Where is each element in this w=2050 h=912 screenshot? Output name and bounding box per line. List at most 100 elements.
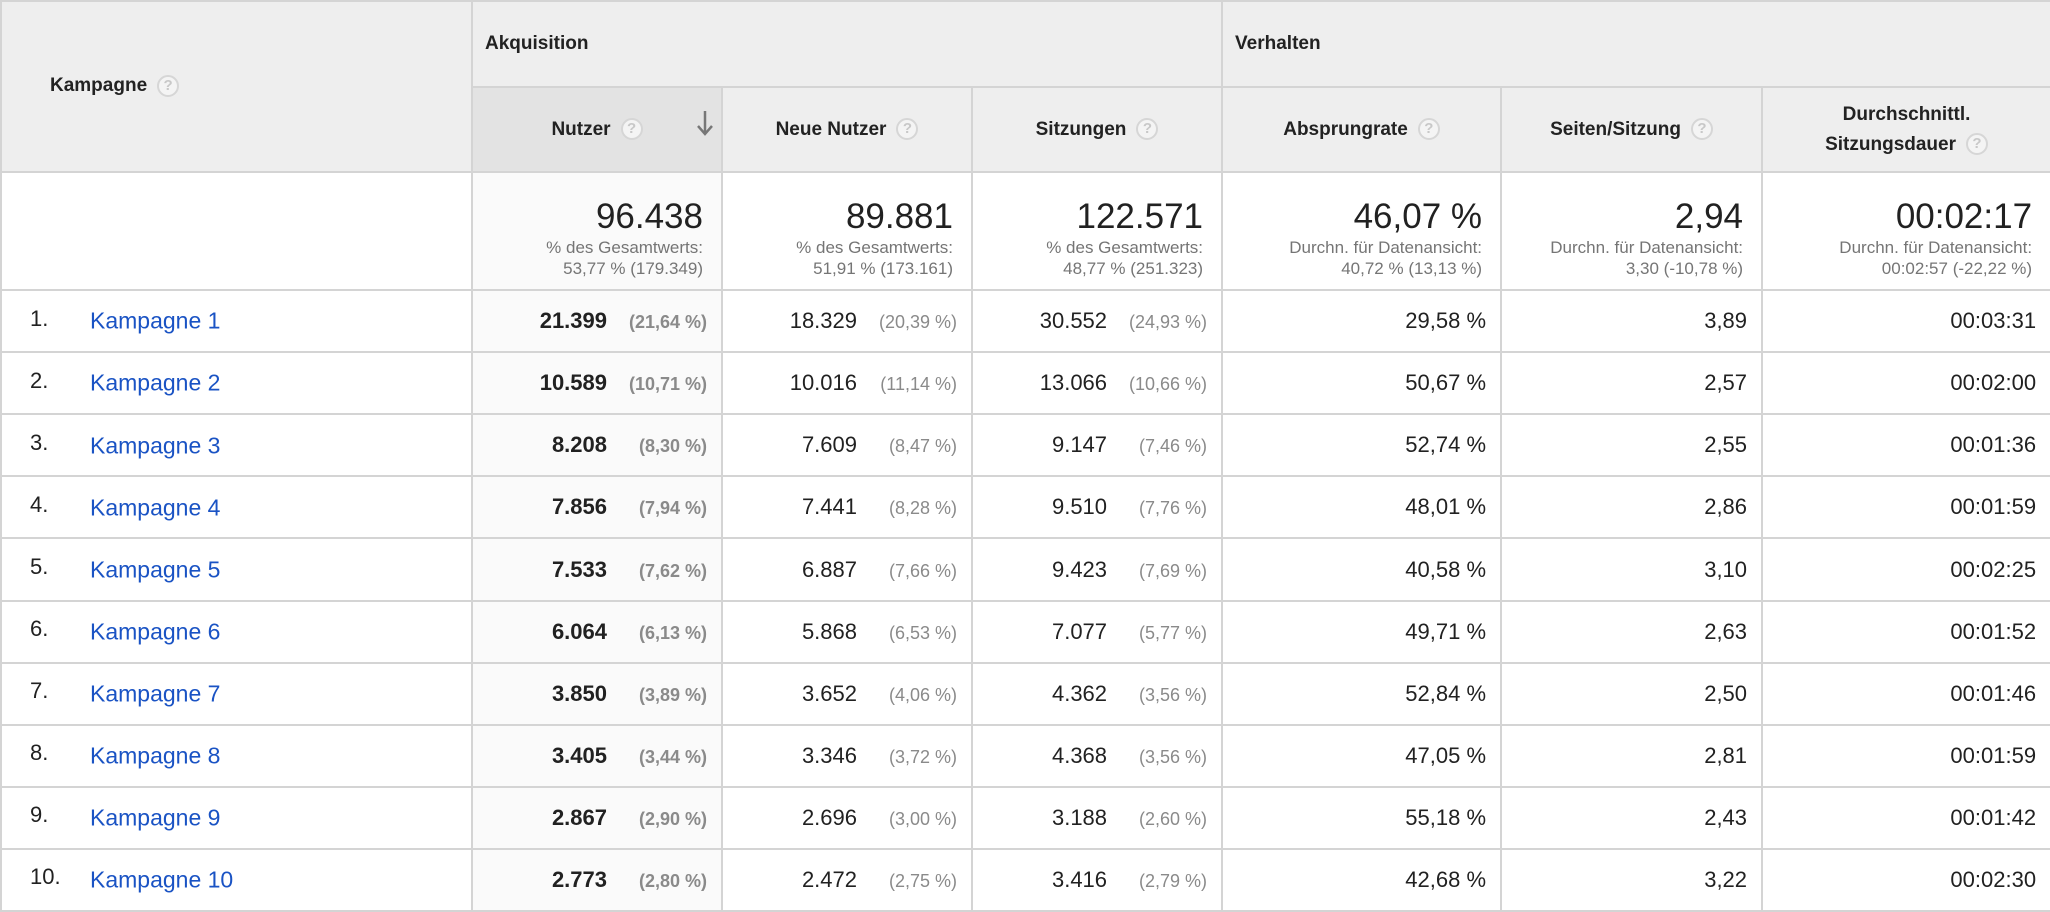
new-users-cell: 18.329 (20,39 %) <box>721 289 973 354</box>
new-users-percent: (6,53 %) <box>888 622 957 643</box>
users-percent: (7,94 %) <box>638 498 707 519</box>
users-cell: 6.064 (6,13 %) <box>471 599 723 664</box>
users-value: 3.850 <box>551 680 607 706</box>
help-icon[interactable]: ? <box>896 118 919 141</box>
column-header-bounce-rate[interactable]: Absprungrate? <box>1221 86 1503 173</box>
sessions-percent: (10,66 %) <box>1128 374 1208 395</box>
group-header-behavior: Verhalten <box>1221 0 2050 88</box>
campaign-cell: 7. Kampagne 7 <box>0 661 473 726</box>
sessions-value: 9.423 <box>1051 556 1108 582</box>
campaign-link[interactable]: Kampagne 3 <box>90 432 221 459</box>
sessions-value: 4.368 <box>1051 742 1108 768</box>
users-cell: 8.208 (8,30 %) <box>471 413 723 478</box>
row-index: 5. <box>30 553 49 579</box>
avg-session-duration-cell: 00:02:25 <box>1761 537 2050 602</box>
sessions-percent: (7,69 %) <box>1139 560 1208 581</box>
sessions-cell: 30.552 (24,93 %) <box>970 289 1224 354</box>
campaign-link[interactable]: Kampagne 2 <box>90 370 221 397</box>
sessions-percent: (5,77 %) <box>1139 622 1208 643</box>
avg-session-duration-cell: 00:01:46 <box>1761 661 2050 726</box>
avg-session-duration-cell: 00:01:59 <box>1761 475 2050 540</box>
users-cell: 3.850 (3,89 %) <box>471 661 723 726</box>
data-rows: 1. Kampagne 1 21.399 (21,64 %) 18.329 (20,3… <box>0 289 2050 912</box>
summary-caption: % des Gesamtwerts: <box>546 238 703 258</box>
users-percent: (10,71 %) <box>628 374 707 395</box>
new-users-header-label: Neue Nutzer <box>775 118 887 140</box>
users-value: 21.399 <box>539 308 607 334</box>
column-header-sessions[interactable]: Sitzungen? <box>970 86 1224 173</box>
new-users-value: 5.868 <box>801 618 857 644</box>
campaign-link[interactable]: Kampagne 9 <box>90 804 221 831</box>
column-header-avg-session-duration[interactable]: Durchschnittl. Sitzungsdauer? <box>1761 86 2050 173</box>
users-value: 2.867 <box>551 804 607 830</box>
users-header-label: Nutzer <box>551 118 611 140</box>
summary-sessions: 122.571 % des Gesamtwerts: 48,77 % (251.… <box>970 170 1224 292</box>
help-icon[interactable]: ? <box>1690 118 1713 141</box>
campaign-link[interactable]: Kampagne 1 <box>90 308 221 335</box>
users-cell: 2.773 (2,80 %) <box>471 847 723 912</box>
help-icon[interactable]: ? <box>1136 118 1159 141</box>
column-header-campaign[interactable]: Kampagne? <box>0 0 473 173</box>
new-users-value: 2.696 <box>801 804 857 830</box>
sessions-cell: 7.077 (5,77 %) <box>970 599 1224 664</box>
avg-session-duration-cell: 00:01:36 <box>1761 413 2050 478</box>
campaign-link[interactable]: Kampagne 4 <box>90 494 221 521</box>
group-header-acquisition: Akquisition <box>470 0 1224 88</box>
help-icon[interactable]: ? <box>620 118 643 141</box>
new-users-value: 2.472 <box>801 866 857 892</box>
summary-value: 89.881 <box>845 197 953 237</box>
arrow-down-icon[interactable] <box>695 108 715 138</box>
campaign-link[interactable]: Kampagne 10 <box>90 866 234 893</box>
avg-session-duration-cell: 00:01:59 <box>1761 723 2050 788</box>
campaign-link[interactable]: Kampagne 7 <box>90 680 221 707</box>
new-users-percent: (2,75 %) <box>888 870 957 891</box>
campaign-link[interactable]: Kampagne 6 <box>90 618 221 645</box>
sessions-cell: 3.188 (2,60 %) <box>970 785 1224 850</box>
sessions-cell: 4.368 (3,56 %) <box>970 723 1224 788</box>
help-icon[interactable]: ? <box>157 75 180 98</box>
campaign-cell: 2. Kampagne 2 <box>0 351 473 416</box>
table-row: 8. Kampagne 8 3.405 (3,44 %) 3.346 (3,72 %)… <box>0 723 2050 788</box>
row-index: 2. <box>30 367 49 393</box>
campaign-link[interactable]: Kampagne 5 <box>90 556 221 583</box>
campaign-cell: 4. Kampagne 4 <box>0 475 473 540</box>
users-value: 7.533 <box>551 556 607 582</box>
new-users-cell: 3.652 (4,06 %) <box>721 661 973 726</box>
summary-value: 00:02:17 <box>1895 197 2033 237</box>
pages-per-session-cell: 2,81 <box>1500 723 1764 788</box>
new-users-value: 7.609 <box>801 432 857 458</box>
bounce-rate-cell: 52,84 % <box>1221 661 1503 726</box>
users-percent: (2,80 %) <box>638 870 707 891</box>
summary-detail: 3,30 (-10,78 %) <box>1625 259 1744 279</box>
help-icon[interactable]: ? <box>1966 133 1988 156</box>
sessions-percent: (3,56 %) <box>1139 746 1208 767</box>
column-header-pages-per-session[interactable]: Seiten/Sitzung? <box>1500 86 1764 173</box>
campaign-cell: 8. Kampagne 8 <box>0 723 473 788</box>
bounce-rate-cell: 55,18 % <box>1221 785 1503 850</box>
column-header-new-users[interactable]: Neue Nutzer? <box>721 86 973 173</box>
new-users-percent: (8,47 %) <box>888 436 957 457</box>
summary-users: 96.438 % des Gesamtwerts: 53,77 % (179.3… <box>471 170 723 292</box>
new-users-percent: (3,72 %) <box>888 746 957 767</box>
new-users-percent: (8,28 %) <box>888 498 957 519</box>
pages-per-session-cell: 3,10 <box>1500 537 1764 602</box>
table-row: 7. Kampagne 7 3.850 (3,89 %) 3.652 (4,06 %)… <box>0 661 2050 726</box>
help-icon[interactable]: ? <box>1417 118 1440 141</box>
new-users-value: 6.887 <box>801 556 857 582</box>
bounce-rate-cell: 29,58 % <box>1221 289 1503 354</box>
avg-session-duration-cell: 00:01:42 <box>1761 785 2050 850</box>
new-users-cell: 10.016 (11,14 %) <box>721 351 973 416</box>
duration-header-label-1: Durchschnittl. <box>1842 103 1971 125</box>
table-row: 10. Kampagne 10 2.773 (2,80 %) 2.472 (2,75 … <box>0 847 2050 912</box>
users-cell: 7.533 (7,62 %) <box>471 537 723 602</box>
sessions-cell: 4.362 (3,56 %) <box>970 661 1224 726</box>
users-cell: 7.856 (7,94 %) <box>471 475 723 540</box>
users-value: 6.064 <box>551 618 607 644</box>
new-users-value: 18.329 <box>789 308 857 334</box>
campaign-link[interactable]: Kampagne 8 <box>90 742 221 769</box>
users-value: 10.589 <box>539 370 607 396</box>
column-header-users[interactable]: Nutzer? <box>471 86 723 173</box>
summary-detail: 51,91 % (173.161) <box>813 259 953 279</box>
summary-detail: 00:02:57 (-22,22 %) <box>1881 259 2033 279</box>
